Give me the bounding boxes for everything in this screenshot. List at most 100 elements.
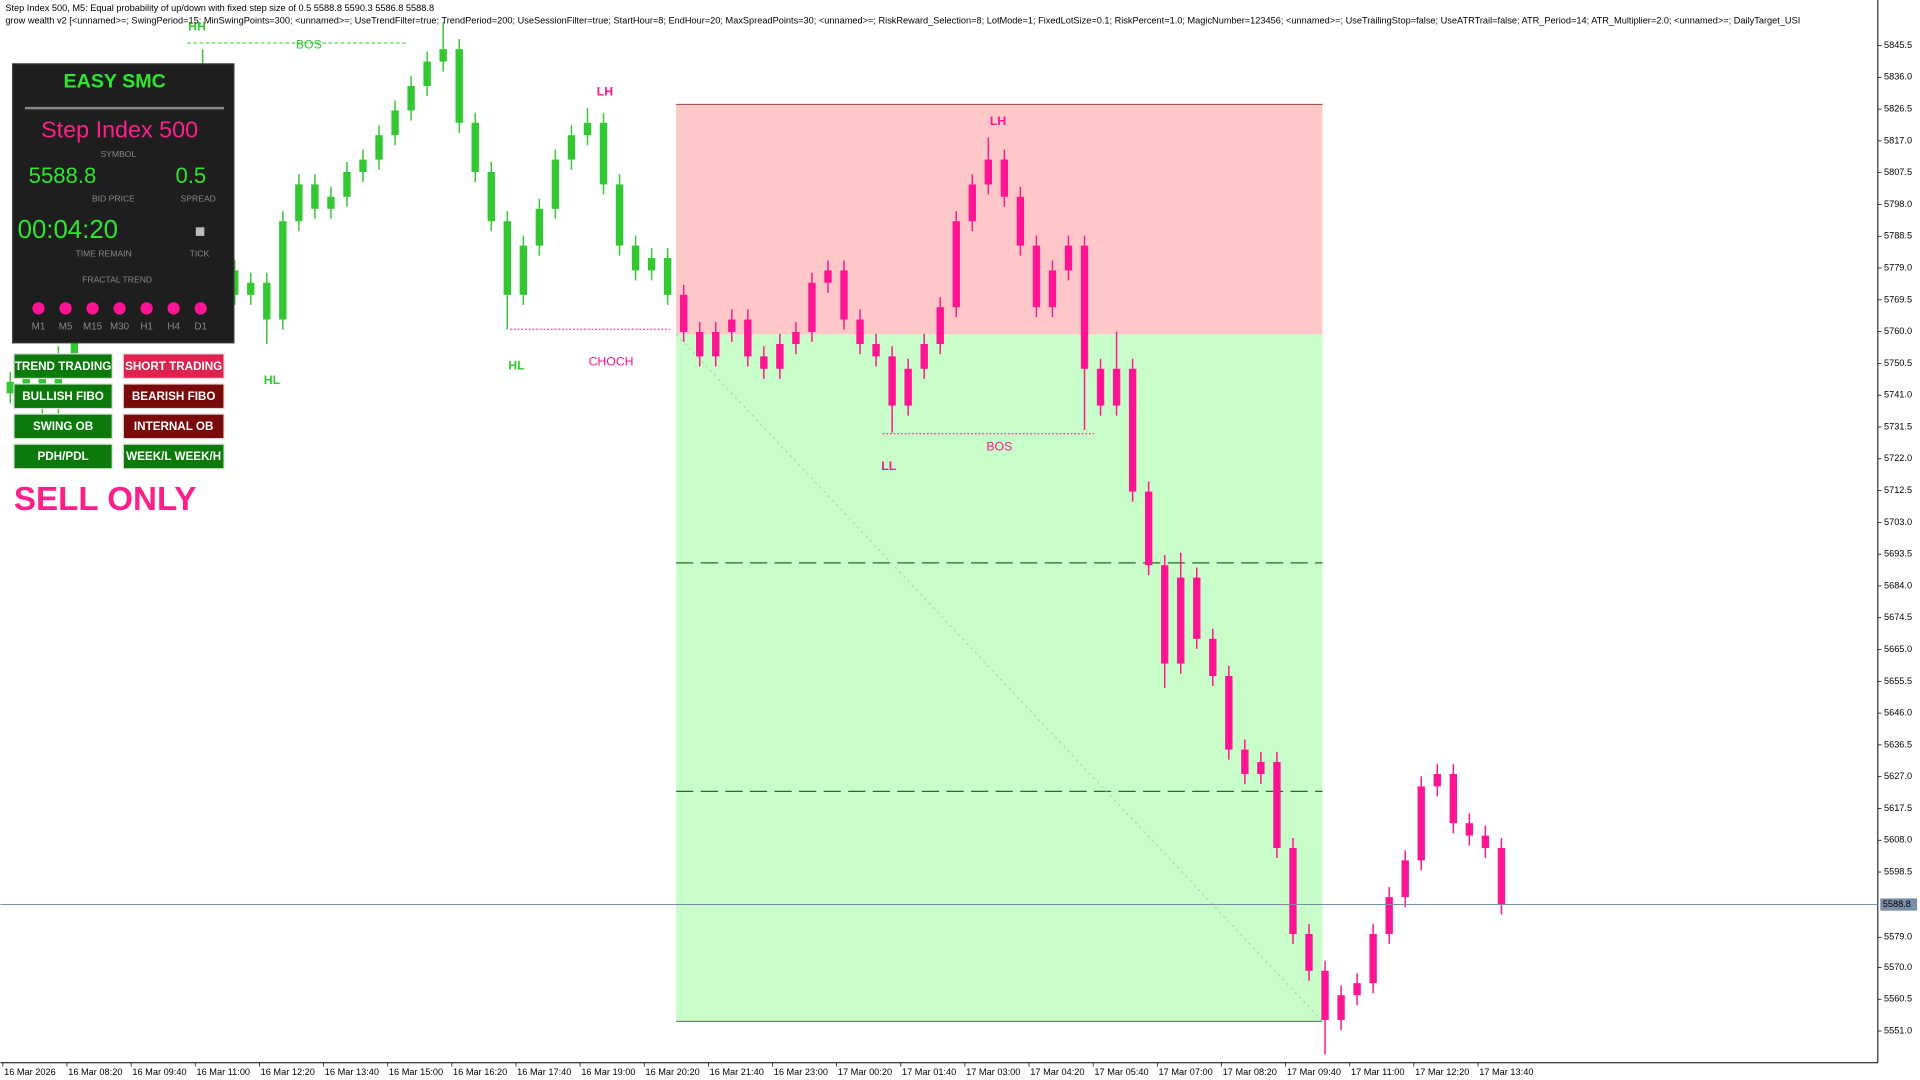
button[interactable]: SWING OB xyxy=(13,413,113,440)
candle-body xyxy=(1321,970,1329,1020)
candle-body xyxy=(1465,823,1474,836)
candle-body xyxy=(231,270,239,295)
candle-body xyxy=(70,331,79,357)
symbol: Step Index 500 xyxy=(41,117,198,143)
y-tick-label: 5560.5 xyxy=(1884,994,1912,1004)
x-tick-label: 17 Mar 04:20 xyxy=(1030,1067,1084,1077)
candle-body xyxy=(952,221,960,308)
caption: FRACTAL TREND xyxy=(82,274,152,284)
y-tick-label: 5836.0 xyxy=(1884,72,1912,82)
candle-body xyxy=(696,331,704,357)
last-price-box xyxy=(1880,898,1918,911)
button[interactable]: INTERNAL OB xyxy=(122,413,225,440)
candle-body xyxy=(535,208,544,246)
candle-body xyxy=(54,356,63,406)
caption: TIME REMAIN xyxy=(75,249,131,259)
candle-body xyxy=(856,319,864,345)
button-face xyxy=(13,383,113,410)
candle-body xyxy=(1080,245,1089,369)
x-tick-label: 17 Mar 12:20 xyxy=(1415,1067,1469,1077)
candle-body xyxy=(744,319,752,357)
timeframe-label: H4 xyxy=(167,321,180,332)
y-tick-label: 5627.0 xyxy=(1884,771,1912,781)
candle-body xyxy=(1096,368,1105,406)
x-tick-label: 16 Mar 19:00 xyxy=(581,1067,635,1077)
candle-body xyxy=(712,331,720,357)
trend-dot xyxy=(32,302,45,315)
candle-body xyxy=(920,344,928,369)
button-label: TREND TRADING xyxy=(15,360,111,373)
candle-body xyxy=(327,196,335,209)
x-tick-label: 17 Mar 13:40 xyxy=(1479,1067,1533,1077)
caption: BID PRICE xyxy=(92,193,135,203)
x-tick-label: 16 Mar 17:40 xyxy=(517,1067,571,1077)
button-face xyxy=(13,353,113,380)
candle-body xyxy=(1032,245,1041,308)
y-tick-label: 5769.5 xyxy=(1884,294,1912,304)
candle-body xyxy=(1128,368,1137,492)
axes: 5845.5 5836.0 5826.5 5817.0 5807.5 5798.0 5788… xyxy=(0,40,1918,1077)
button[interactable]: WEEK/L WEEK/H xyxy=(122,443,225,470)
trend-dot xyxy=(113,302,126,315)
candle-body xyxy=(728,319,736,332)
candle-body xyxy=(519,245,528,295)
structure-label: LH xyxy=(597,84,613,98)
candle-body xyxy=(840,270,848,320)
timeframe-label: D1 xyxy=(194,321,207,332)
y-tick-label: 5741.0 xyxy=(1884,390,1912,400)
structure-label: BOS xyxy=(296,38,322,52)
candle-body xyxy=(631,245,640,271)
x-tick-label: 17 Mar 08:20 xyxy=(1223,1067,1277,1077)
timeframe-label: H1 xyxy=(140,321,153,332)
button[interactable]: SHORT TRADING xyxy=(122,353,225,380)
candle-body xyxy=(1337,995,1345,1020)
button[interactable]: BULLISH FIBO xyxy=(13,383,113,410)
y-tick-label: 5665.0 xyxy=(1884,644,1912,654)
candle-body xyxy=(776,344,784,369)
candle-body xyxy=(872,344,880,357)
candle-body xyxy=(792,331,800,345)
candle-body xyxy=(391,110,399,136)
structure-label: HL xyxy=(508,358,525,372)
structure-label: LL xyxy=(881,459,896,473)
y-tick-label: 5703.0 xyxy=(1884,517,1912,527)
y-tick-label: 5617.5 xyxy=(1884,803,1912,813)
x-tick-label: 17 Mar 00:20 xyxy=(838,1067,892,1077)
timeframe-label: M1 xyxy=(32,321,46,332)
button[interactable]: BEARISH FIBO xyxy=(122,383,225,410)
target-zone xyxy=(676,334,1323,1022)
candle-body xyxy=(311,184,319,209)
candle-body xyxy=(6,381,14,394)
y-tick-label: 5551.0 xyxy=(1884,1025,1912,1035)
bid-price: 5588.8 xyxy=(29,163,97,188)
trend-dot xyxy=(59,302,72,315)
timeframe-label: M15 xyxy=(83,321,103,332)
x-tick-label: 16 Mar 12:20 xyxy=(261,1067,315,1077)
structure-label: BOS xyxy=(986,439,1012,453)
button-label: SHORT TRADING xyxy=(125,360,222,373)
y-tick-label: 5598.5 xyxy=(1884,866,1912,876)
button[interactable]: TREND TRADING xyxy=(13,353,113,380)
candle-body xyxy=(1112,368,1121,406)
timeframe-label: M30 xyxy=(110,321,130,332)
last-price-label: 5588.8 xyxy=(1883,899,1911,909)
tick-icon xyxy=(195,227,205,236)
candle-body xyxy=(1000,159,1009,197)
y-tick-label: 5655.5 xyxy=(1884,676,1912,686)
y-tick-label: 5579.0 xyxy=(1884,932,1912,942)
trend-dot xyxy=(86,302,99,315)
candle-body xyxy=(1241,749,1249,775)
candle-body xyxy=(1273,761,1281,848)
candle-body xyxy=(760,356,768,369)
candle-body xyxy=(1048,270,1057,308)
x-tick-label: 17 Mar 09:40 xyxy=(1287,1067,1341,1077)
x-tick-label: 16 Mar 20:20 xyxy=(645,1067,699,1077)
button[interactable]: PDH/PDL xyxy=(13,443,113,470)
candle-body xyxy=(936,307,944,345)
y-tick-label: 5636.5 xyxy=(1884,739,1912,749)
candle-body xyxy=(1369,933,1377,984)
structure-label: HL xyxy=(264,373,281,387)
header-line: grow wealth v2 [<unnamed>=; SwingPeriod=… xyxy=(5,15,1800,25)
candle-body xyxy=(439,49,447,62)
